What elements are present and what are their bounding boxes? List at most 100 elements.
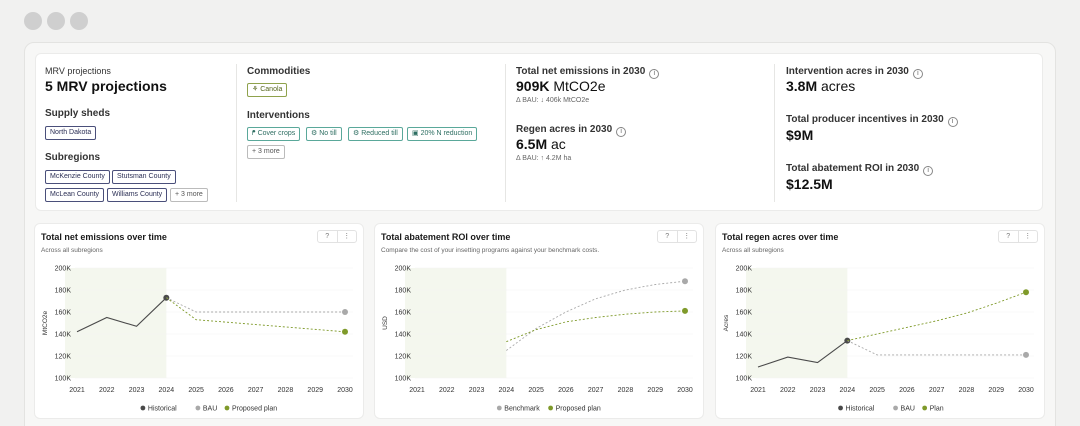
series-line-historical bbox=[757, 340, 848, 368]
y-tick-label: 160K bbox=[55, 310, 72, 317]
legend-label: Proposed plan bbox=[232, 406, 277, 413]
y-tick-label: 140K bbox=[736, 332, 753, 339]
y-tick-label: 160K bbox=[395, 310, 412, 317]
chart-subtitle: Compare the cost of your insetting progr… bbox=[381, 247, 600, 254]
intervention-tag[interactable]: ▣ 20% N reduction bbox=[407, 127, 478, 141]
intervention-tag-label: 20% N reduction bbox=[420, 130, 473, 137]
abatement-roi-label-text: Total abatement ROI in 2030 bbox=[786, 163, 920, 174]
x-tick-label: 2027 bbox=[929, 387, 945, 394]
more-icon[interactable]: ⋮ bbox=[676, 231, 697, 242]
mrv-value: 5 MRV projections bbox=[45, 78, 167, 94]
info-icon[interactable]: i bbox=[912, 69, 923, 79]
x-tick-label: 2030 bbox=[1018, 387, 1034, 394]
series-point-plan bbox=[1023, 289, 1029, 296]
series-point-bau bbox=[342, 309, 348, 315]
abatement-roi-value: $12.5M bbox=[786, 176, 833, 192]
net-emissions-number: 909K bbox=[516, 78, 550, 94]
supply-shed-tag[interactable]: North Dakota bbox=[45, 126, 97, 140]
x-tick-label: 2026 bbox=[558, 387, 574, 394]
window-maximize-dot[interactable] bbox=[70, 12, 88, 30]
x-tick-label: 2022 bbox=[99, 387, 115, 394]
regen-acres-value: 6.5M ac bbox=[516, 136, 566, 152]
x-tick-label: 2023 bbox=[469, 387, 485, 394]
intervention-tag-label: No till bbox=[319, 130, 337, 137]
abatement-roi-chart: 200K 180K 160K 140K 120K 100K USD 2021 2022 2023 2… bbox=[382, 266, 693, 413]
series-line-proposed-plan bbox=[166, 297, 346, 333]
more-icon[interactable]: ⋮ bbox=[1017, 231, 1038, 242]
y-axis-label: Acres bbox=[723, 314, 730, 331]
commodity-tag[interactable]: ⚘ Canola bbox=[247, 83, 288, 97]
y-tick-label: 200K bbox=[55, 266, 72, 273]
y-tick-label: 200K bbox=[736, 266, 753, 273]
x-tick-label: 2021 bbox=[69, 387, 85, 394]
help-icon[interactable]: ? bbox=[325, 233, 330, 240]
net-emissions-delta: Δ BAU: ↓ 406k MtCO2e bbox=[516, 97, 590, 104]
y-tick-label: 140K bbox=[395, 332, 412, 339]
intervention-acres-label: Intervention acres in 2030 i bbox=[786, 66, 923, 79]
subregion-tag[interactable]: Stutsman County bbox=[112, 170, 176, 184]
series-point-historical bbox=[844, 337, 851, 344]
help-icon[interactable]: ? bbox=[665, 233, 670, 240]
chart-subtitle: Across all subregions bbox=[41, 247, 103, 254]
info-icon[interactable]: i bbox=[649, 69, 660, 79]
abatement-roi-label: Total abatement ROI in 2030 i bbox=[786, 163, 934, 176]
divider bbox=[236, 64, 237, 202]
regen-acres-unit: ac bbox=[551, 136, 566, 152]
chart-toolbar: ? ⋮ bbox=[998, 230, 1038, 243]
series-point-proposed-plan bbox=[342, 328, 348, 335]
info-icon[interactable]: i bbox=[616, 127, 627, 137]
leaf-icon: ⚘ bbox=[252, 86, 261, 93]
y-tick-label: 180K bbox=[395, 288, 412, 295]
y-axis-label: MtCO2e bbox=[42, 311, 49, 336]
net-emissions-chart-card: Total net emissions over time Across all… bbox=[34, 223, 364, 419]
subregions-label: Subregions bbox=[45, 152, 101, 163]
subregion-tag[interactable]: McKenzie County bbox=[45, 170, 110, 184]
intervention-tag-label: Cover crops bbox=[257, 130, 296, 137]
intervention-tag[interactable]: ᖰ Cover crops bbox=[247, 127, 301, 141]
legend-marker bbox=[838, 405, 843, 411]
chart-title: Total abatement ROI over time bbox=[381, 232, 511, 242]
series-point-proposed-plan bbox=[682, 307, 688, 314]
net-emissions-value: 909K MtCO2e bbox=[516, 78, 605, 94]
help-icon[interactable]: ? bbox=[1006, 233, 1011, 240]
mrv-label: MRV projections bbox=[45, 66, 111, 76]
info-icon[interactable]: i bbox=[923, 166, 934, 176]
producer-incentives-label: Total producer incentives in 2030 i bbox=[786, 114, 958, 127]
x-tick-label: 2027 bbox=[588, 387, 604, 394]
series-line-proposed-plan bbox=[506, 310, 686, 343]
intervention-tag[interactable]: ⚙ No till bbox=[306, 127, 342, 141]
x-tick-label: 2024 bbox=[840, 387, 856, 394]
legend-label: Historical bbox=[148, 406, 177, 413]
window-close-dot[interactable] bbox=[24, 12, 42, 30]
intervention-acres-unit: acres bbox=[821, 78, 856, 94]
x-tick-label: 2026 bbox=[218, 387, 234, 394]
y-tick-label: 120K bbox=[395, 354, 412, 361]
chart-toolbar: ? ⋮ bbox=[657, 230, 697, 243]
net-emissions-chart: 200K 180K 160K 140K 120K 100K MtCO2e 2021 2022 20… bbox=[42, 266, 353, 413]
y-tick-label: 180K bbox=[55, 288, 72, 295]
y-tick-label: 140K bbox=[55, 332, 72, 339]
y-tick-label: 100K bbox=[55, 376, 72, 383]
more-icon[interactable]: ⋮ bbox=[336, 231, 357, 242]
window-minimize-dot[interactable] bbox=[47, 12, 65, 30]
series-line-bau bbox=[847, 340, 1026, 356]
info-icon[interactable]: i bbox=[947, 117, 958, 127]
subregion-tag[interactable]: McLean County bbox=[45, 188, 105, 202]
y-tick-label: 200K bbox=[395, 266, 412, 273]
legend-marker bbox=[922, 405, 928, 411]
subregion-tag[interactable]: Williams County bbox=[107, 188, 168, 202]
x-tick-label: 2023 bbox=[810, 387, 826, 394]
intervention-tag-label: Reduced till bbox=[361, 130, 398, 137]
intervention-tag[interactable]: ⚙ Reduced till bbox=[348, 127, 403, 141]
interventions-more-button[interactable]: + 3 more bbox=[247, 145, 285, 159]
summary-panel: MRV projections 5 MRV projections Supply… bbox=[35, 53, 1043, 211]
y-tick-label: 120K bbox=[55, 354, 72, 361]
regen-acres-chart-card: Total regen acres over time Across all s… bbox=[715, 223, 1045, 419]
x-tick-label: 2026 bbox=[899, 387, 915, 394]
interventions-label: Interventions bbox=[247, 110, 310, 121]
x-tick-label: 2028 bbox=[618, 387, 634, 394]
net-emissions-label-text: Total net emissions in 2030 bbox=[516, 66, 646, 77]
net-emissions-unit: MtCO2e bbox=[553, 78, 606, 94]
x-tick-label: 2021 bbox=[409, 387, 425, 394]
subregions-more-button[interactable]: + 3 more bbox=[170, 188, 208, 202]
